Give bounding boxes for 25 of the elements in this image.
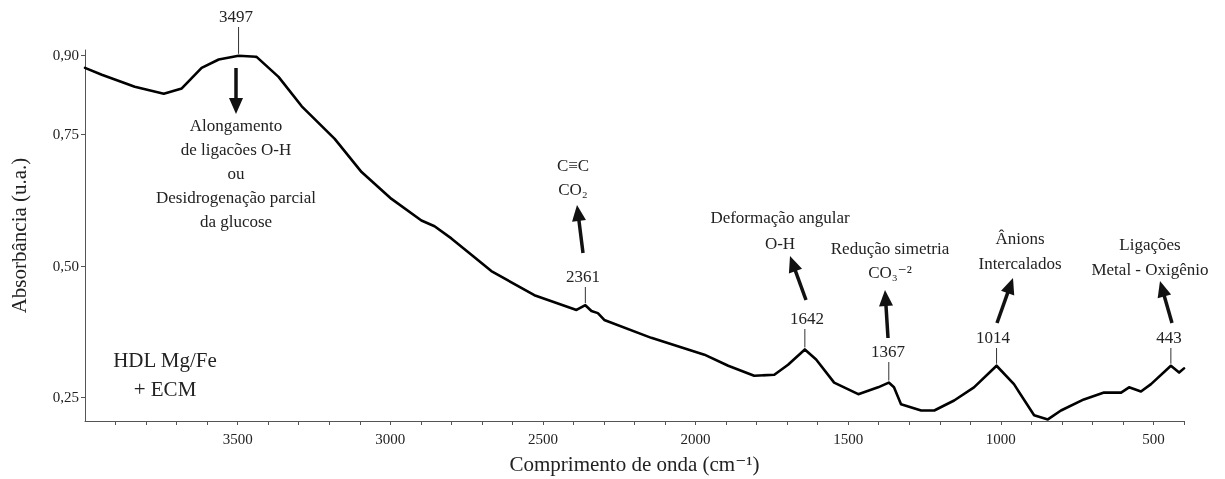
annotation: 443	[1156, 328, 1182, 347]
y-tick-label: 0,75	[52, 126, 79, 143]
x-tick-label: 2000	[680, 430, 711, 447]
annotation: 1642	[790, 309, 824, 328]
x-tick-label: 2500	[527, 430, 558, 447]
annotation: Alongamento de ligacões O-H ou Desidrogenação parcial da glucose	[156, 115, 317, 231]
annotation: Redução simetria CO₃⁻²	[830, 238, 950, 282]
annotation: HDL Mg/Fe + ECM	[113, 347, 217, 401]
annotation: 1367	[871, 342, 906, 361]
y-tick-label: 0,25	[52, 389, 79, 406]
x-tick-label: 3500	[222, 430, 253, 447]
y-axis-title: Absorbância (u.a.)	[6, 157, 31, 314]
annotation: Ligações Metal - Oxigênio	[1091, 235, 1209, 279]
annotation: 2361	[566, 267, 600, 286]
annotation: Ânions Intercalados	[978, 229, 1062, 273]
x-tick-label: 1000	[985, 430, 1016, 447]
y-tick-label: 0,50	[52, 257, 79, 274]
x-tick-label: 500	[1142, 430, 1165, 447]
y-tick-label: 0,90	[52, 47, 79, 64]
x-tick-label: 3000	[375, 430, 406, 447]
x-axis-title: Comprimento de onda (cm⁻¹)	[509, 451, 760, 476]
annotation: 1014	[976, 328, 1011, 347]
annotation: 3497	[219, 7, 254, 26]
x-tick-label: 1500	[833, 430, 864, 447]
annotation: C≡C CO₂	[556, 155, 590, 199]
